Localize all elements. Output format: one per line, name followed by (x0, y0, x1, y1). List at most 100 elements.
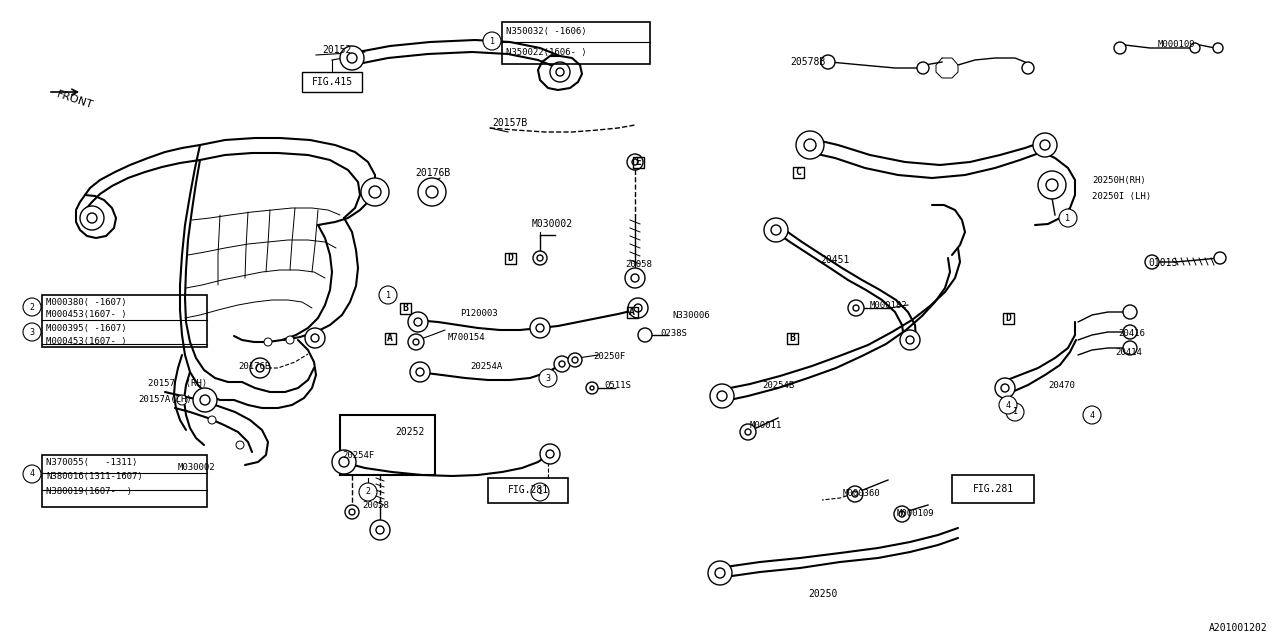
Circle shape (628, 298, 648, 318)
Bar (792, 166, 804, 177)
Circle shape (995, 378, 1015, 398)
Circle shape (358, 483, 378, 501)
Text: FRONT: FRONT (55, 90, 95, 111)
Circle shape (899, 511, 905, 517)
Text: N380019⟨1607-  ⟩: N380019⟨1607- ⟩ (46, 486, 132, 495)
Text: 1: 1 (1065, 214, 1070, 223)
Circle shape (1033, 133, 1057, 157)
Text: 3: 3 (29, 328, 35, 337)
Circle shape (625, 268, 645, 288)
Circle shape (590, 386, 594, 390)
Circle shape (23, 323, 41, 341)
Circle shape (483, 32, 500, 50)
Circle shape (1114, 42, 1126, 54)
Bar (302, 72, 362, 92)
Text: M000453⟨1607- ⟩: M000453⟨1607- ⟩ (46, 337, 127, 346)
Circle shape (1123, 305, 1137, 319)
Circle shape (1021, 62, 1034, 74)
Text: 20058: 20058 (625, 259, 652, 269)
Text: FIG.281: FIG.281 (973, 484, 1014, 494)
Text: M030002: M030002 (178, 463, 215, 472)
Circle shape (285, 336, 294, 344)
Text: 4: 4 (29, 470, 35, 479)
Circle shape (1213, 43, 1222, 53)
Circle shape (305, 328, 325, 348)
Circle shape (1038, 171, 1066, 199)
Text: 20157B: 20157B (492, 118, 527, 128)
Text: M000395⟨ -1607⟩: M000395⟨ -1607⟩ (46, 323, 127, 333)
Circle shape (1146, 255, 1158, 269)
Circle shape (554, 356, 570, 372)
Circle shape (849, 300, 864, 316)
Circle shape (426, 186, 438, 198)
Text: M000109: M000109 (897, 509, 934, 518)
Circle shape (177, 395, 187, 405)
Text: N350022⟨1606- ⟩: N350022⟨1606- ⟩ (506, 47, 586, 56)
Circle shape (1046, 179, 1059, 191)
Text: B: B (788, 333, 795, 343)
Text: P120003: P120003 (460, 308, 498, 317)
Circle shape (347, 53, 357, 63)
Circle shape (340, 46, 364, 70)
Circle shape (1083, 406, 1101, 424)
Circle shape (332, 450, 356, 474)
Circle shape (200, 395, 210, 405)
Circle shape (530, 318, 550, 338)
Text: 20157A⟨LH⟩: 20157A⟨LH⟩ (138, 394, 192, 403)
Circle shape (1059, 209, 1076, 227)
Circle shape (820, 55, 835, 69)
Text: A: A (387, 333, 393, 343)
Text: N350032⟨ -1606⟩: N350032⟨ -1606⟩ (506, 26, 586, 35)
Text: M000182: M000182 (870, 301, 908, 310)
Circle shape (998, 396, 1018, 414)
Circle shape (339, 457, 349, 467)
Circle shape (376, 526, 384, 534)
Text: 20254B: 20254B (762, 381, 795, 390)
Bar (42, 455, 207, 507)
Text: N380016⟨1311-1607⟩: N380016⟨1311-1607⟩ (46, 472, 143, 481)
Text: 4: 4 (1006, 401, 1010, 410)
Circle shape (771, 225, 781, 235)
Text: 20254F: 20254F (342, 451, 374, 460)
Text: FIG.281: FIG.281 (507, 485, 549, 495)
Circle shape (87, 213, 97, 223)
Circle shape (916, 62, 929, 74)
Circle shape (1190, 43, 1201, 53)
Circle shape (1001, 384, 1009, 392)
Circle shape (539, 369, 557, 387)
Circle shape (547, 450, 554, 458)
Circle shape (361, 178, 389, 206)
Text: C: C (795, 167, 801, 177)
Circle shape (710, 384, 733, 408)
Text: M700154: M700154 (448, 333, 485, 342)
Circle shape (379, 286, 397, 304)
Circle shape (408, 334, 424, 350)
Text: 20250: 20250 (808, 589, 837, 599)
Circle shape (531, 483, 549, 501)
Bar (384, 333, 396, 344)
Text: E: E (635, 157, 641, 167)
Circle shape (23, 465, 41, 483)
Circle shape (906, 336, 914, 344)
Circle shape (209, 416, 216, 424)
Text: 20250H⟨RH⟩: 20250H⟨RH⟩ (1092, 175, 1146, 184)
Text: 0101S: 0101S (1148, 258, 1178, 268)
Text: A: A (628, 307, 635, 317)
Circle shape (311, 334, 319, 342)
Circle shape (193, 388, 218, 412)
Text: 20416: 20416 (1117, 328, 1144, 337)
Circle shape (410, 362, 430, 382)
Bar (488, 478, 568, 503)
Circle shape (586, 382, 598, 394)
Text: D: D (507, 253, 513, 263)
Bar (632, 157, 644, 168)
Circle shape (717, 391, 727, 401)
Circle shape (413, 318, 422, 326)
Circle shape (796, 131, 824, 159)
Circle shape (1039, 140, 1050, 150)
Circle shape (413, 339, 419, 345)
Circle shape (716, 568, 724, 578)
Bar (626, 307, 637, 317)
Circle shape (631, 274, 639, 282)
Circle shape (740, 424, 756, 440)
